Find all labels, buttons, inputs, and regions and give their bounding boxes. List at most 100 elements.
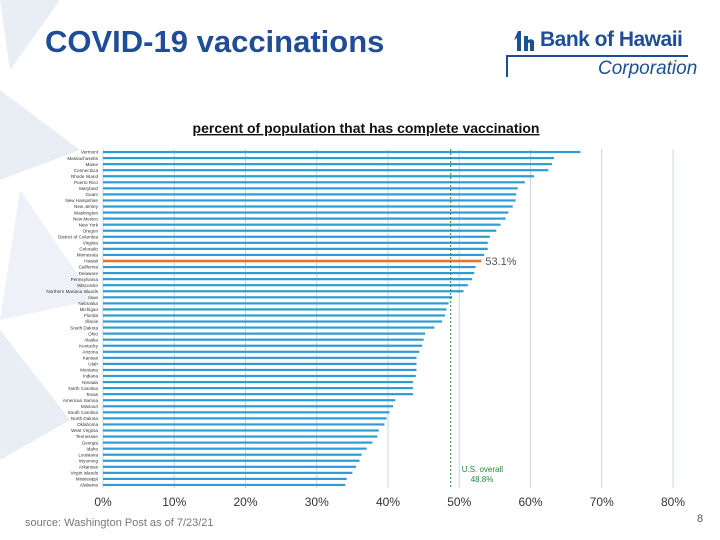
category-label: Idaho bbox=[87, 446, 99, 451]
bar bbox=[103, 241, 488, 244]
category-label: Connecticut bbox=[74, 168, 99, 173]
bar bbox=[103, 175, 535, 178]
category-label: Oklahoma bbox=[77, 422, 98, 427]
bar bbox=[103, 435, 378, 438]
category-label: Michigan bbox=[80, 307, 99, 312]
category-label: District of Columbia bbox=[58, 234, 98, 239]
bar bbox=[103, 399, 396, 402]
highlight-data-label: 53.1% bbox=[485, 256, 516, 268]
bar bbox=[103, 338, 424, 341]
category-label: Arizona bbox=[82, 349, 98, 354]
category-label: North Carolina bbox=[68, 386, 98, 391]
category-label: New York bbox=[79, 222, 99, 227]
category-label: Arkansas bbox=[79, 465, 99, 470]
bar bbox=[103, 302, 449, 305]
category-label: Wisconsin bbox=[77, 283, 98, 288]
bar bbox=[103, 217, 506, 220]
bar bbox=[103, 356, 417, 359]
category-label: Massachusetts bbox=[67, 156, 98, 161]
x-tick-label: 50% bbox=[447, 495, 471, 509]
x-tick-label: 0% bbox=[94, 495, 112, 509]
category-label: Virginia bbox=[83, 241, 99, 246]
bar bbox=[103, 344, 423, 347]
bar bbox=[103, 423, 385, 426]
category-label: Hawaii bbox=[84, 259, 98, 264]
bar bbox=[103, 362, 417, 366]
bar bbox=[103, 405, 393, 408]
bar bbox=[103, 411, 390, 414]
category-label: Virgin Islands bbox=[71, 471, 99, 476]
bar bbox=[103, 229, 497, 232]
bar bbox=[103, 374, 416, 378]
x-tick-label: 30% bbox=[305, 495, 329, 509]
bar bbox=[103, 465, 356, 468]
category-label: Wyoming bbox=[79, 458, 99, 463]
page-number: 8 bbox=[697, 513, 704, 525]
category-label: Utah bbox=[88, 362, 98, 367]
category-label: Montana bbox=[80, 368, 98, 373]
bar bbox=[103, 483, 346, 487]
logo-subtitle: Corporation bbox=[598, 58, 698, 79]
category-label: Texas bbox=[86, 392, 99, 397]
category-label: Guam bbox=[85, 192, 98, 197]
bar bbox=[103, 393, 413, 396]
bar bbox=[103, 205, 513, 208]
logo-name: Bank of Hawaii bbox=[540, 28, 683, 51]
category-label: Colorado bbox=[79, 247, 98, 252]
bank-logo-mark-icon bbox=[514, 31, 534, 51]
category-label: New Mexico bbox=[73, 216, 98, 221]
category-label: Iowa bbox=[88, 295, 98, 300]
category-label: Oregon bbox=[83, 228, 99, 233]
x-tick-label: 80% bbox=[661, 495, 685, 509]
category-label: Nevada bbox=[82, 380, 98, 385]
category-label: South Dakota bbox=[70, 325, 98, 330]
category-label: West Virginia bbox=[71, 428, 98, 433]
category-label: Rhode Island bbox=[71, 174, 99, 179]
x-tick-label: 10% bbox=[162, 495, 186, 509]
category-label: Northern Mariana Islands bbox=[46, 289, 98, 294]
bar bbox=[103, 447, 367, 450]
bar bbox=[103, 429, 379, 432]
bar bbox=[103, 265, 476, 269]
bar bbox=[103, 223, 501, 226]
bar bbox=[103, 459, 360, 462]
category-label: New Jersey bbox=[74, 204, 99, 209]
category-label: Nebraska bbox=[78, 301, 98, 306]
category-label: American Samoa bbox=[63, 398, 99, 403]
chart-title: percent of population that has complete … bbox=[193, 120, 540, 136]
bar bbox=[103, 156, 555, 160]
category-label: Ohio bbox=[88, 331, 98, 336]
x-tick-label: 40% bbox=[376, 495, 400, 509]
bank-of-hawaii-logo: Bank of Hawaii Corporation bbox=[506, 28, 697, 80]
bar bbox=[103, 253, 485, 257]
category-label: New Hampshire bbox=[65, 198, 98, 203]
background-star-decoration bbox=[0, 0, 95, 460]
logo-rule bbox=[506, 55, 688, 57]
bar bbox=[103, 368, 417, 372]
bar bbox=[103, 169, 549, 172]
reference-label: U.S. overall bbox=[462, 465, 504, 474]
category-label: Tennessee bbox=[76, 434, 99, 439]
bar bbox=[103, 284, 468, 287]
bar bbox=[103, 199, 516, 202]
bar bbox=[103, 326, 435, 329]
bar bbox=[103, 211, 509, 214]
category-label: Louisiana bbox=[78, 452, 98, 457]
category-label: Minnesota bbox=[77, 253, 99, 258]
category-label: Kansas bbox=[83, 356, 99, 361]
bar bbox=[103, 380, 413, 384]
bar bbox=[103, 471, 353, 474]
x-tick-label: 20% bbox=[233, 495, 257, 509]
bar bbox=[103, 314, 445, 317]
bar bbox=[103, 247, 488, 250]
category-label: Maine bbox=[85, 162, 98, 167]
category-label: Georgia bbox=[82, 440, 99, 445]
category-label: Mississippi bbox=[76, 477, 98, 482]
category-label: Puerto Rico bbox=[74, 180, 98, 185]
category-label: Kentucky bbox=[79, 343, 99, 348]
bar bbox=[103, 290, 464, 293]
category-label: Florida bbox=[84, 313, 98, 318]
bar bbox=[103, 187, 518, 190]
category-label: Pennsylvania bbox=[71, 277, 99, 282]
